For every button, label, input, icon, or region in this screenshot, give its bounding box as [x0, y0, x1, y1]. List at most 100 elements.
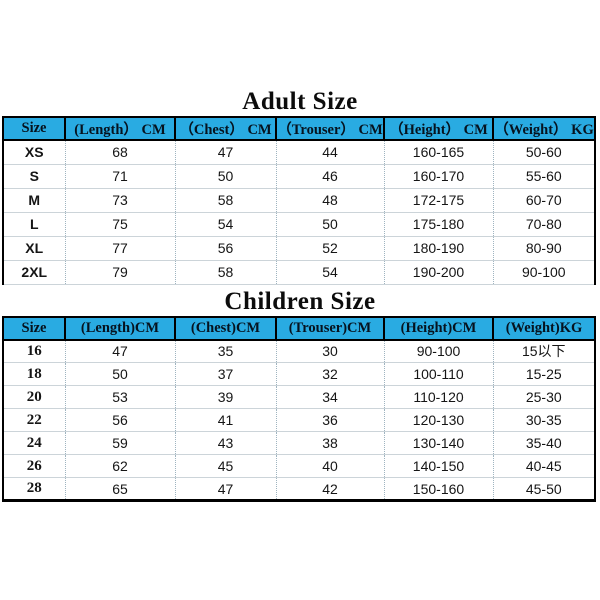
table-cell: 30	[276, 339, 385, 363]
table-cell: 80-90	[493, 236, 595, 261]
table-cell: 59	[65, 431, 176, 455]
table-cell: 50	[175, 164, 277, 189]
size-cell: 24	[3, 431, 66, 455]
children-size-table: Size (Length)CM (Chest)CM (Trouser)CM (H…	[2, 315, 596, 502]
table-row: S 71 50 46 160-170 55-60	[3, 164, 595, 189]
children-header-row: Size (Length)CM (Chest)CM (Trouser)CM (H…	[2, 315, 596, 341]
adult-header-row: Size (Length） CM （Chest） CM （Trouser） CM…	[2, 116, 596, 141]
size-cell: 18	[3, 362, 66, 386]
table-cell: 150-160	[384, 477, 494, 501]
adult-column-header-chest: （Chest） CM	[174, 116, 277, 141]
table-cell: 30-35	[493, 408, 595, 432]
table-row: M 73 58 48 172-175 60-70	[3, 188, 595, 213]
adult-column-header-weight: （Weight） KG	[492, 116, 596, 141]
table-cell: 68	[65, 140, 176, 165]
table-row: XL 77 56 52 180-190 80-90	[3, 236, 595, 261]
table-cell: 56	[65, 408, 176, 432]
table-cell: 43	[175, 431, 277, 455]
table-cell: 34	[276, 385, 385, 409]
table-cell: 15-25	[493, 362, 595, 386]
table-cell: 41	[175, 408, 277, 432]
table-cell: 48	[276, 188, 385, 213]
size-cell: S	[3, 164, 66, 189]
table-cell: 56	[175, 236, 277, 261]
table-cell: 190-200	[384, 260, 494, 285]
table-cell: 36	[276, 408, 385, 432]
table-cell: 100-110	[384, 362, 494, 386]
table-cell: 160-170	[384, 164, 494, 189]
table-cell: 160-165	[384, 140, 494, 165]
table-cell: 180-190	[384, 236, 494, 261]
children-column-header-length: (Length)CM	[64, 315, 176, 341]
table-cell: 58	[175, 188, 277, 213]
table-cell: 90-100	[384, 339, 494, 363]
adult-column-header-length: (Length） CM	[64, 116, 176, 141]
table-cell: 140-150	[384, 454, 494, 478]
table-cell: 50	[65, 362, 176, 386]
table-cell: 39	[175, 385, 277, 409]
table-row: 26 62 45 40 140-150 40-45	[3, 454, 595, 478]
children-column-header-weight: (Weight)KG	[492, 315, 596, 341]
table-cell: 110-120	[384, 385, 494, 409]
children-column-header-height: (Height)CM	[383, 315, 494, 341]
table-cell: 44	[276, 140, 385, 165]
table-cell: 35	[175, 339, 277, 363]
children-size-title: Children Size	[224, 287, 376, 315]
table-row: 20 53 39 34 110-120 25-30	[3, 385, 595, 409]
adult-column-header-size: Size	[2, 116, 66, 141]
adult-size-title: Adult Size	[242, 88, 358, 115]
table-cell: 45	[175, 454, 277, 478]
table-cell: 50	[276, 212, 385, 237]
table-row: 22 56 41 36 120-130 30-35	[3, 408, 595, 432]
table-cell: 90-100	[493, 260, 595, 285]
table-cell: 32	[276, 362, 385, 386]
table-row: 2XL 79 58 54 190-200 90-100	[3, 260, 595, 285]
children-column-header-size: Size	[2, 315, 66, 341]
size-cell: 2XL	[3, 260, 66, 285]
table-cell: 47	[175, 477, 277, 501]
size-cell: 16	[3, 339, 66, 363]
table-cell: 25-30	[493, 385, 595, 409]
table-cell: 60-70	[493, 188, 595, 213]
table-cell: 77	[65, 236, 176, 261]
table-row: 24 59 43 38 130-140 35-40	[3, 431, 595, 455]
table-cell: 55-60	[493, 164, 595, 189]
table-cell: 15以下	[493, 339, 595, 363]
table-cell: 58	[175, 260, 277, 285]
size-cell: XS	[3, 140, 66, 165]
table-cell: 175-180	[384, 212, 494, 237]
size-cell: 22	[3, 408, 66, 432]
table-cell: 62	[65, 454, 176, 478]
table-cell: 40	[276, 454, 385, 478]
table-cell: 70-80	[493, 212, 595, 237]
adult-column-header-height: （Height） CM	[383, 116, 494, 141]
adult-size-table: Size (Length） CM （Chest） CM （Trouser） CM…	[2, 116, 596, 285]
table-cell: 47	[175, 140, 277, 165]
children-column-header-chest: (Chest)CM	[174, 315, 277, 341]
size-cell: 28	[3, 477, 66, 501]
size-cell: M	[3, 188, 66, 213]
size-cell: 20	[3, 385, 66, 409]
table-cell: 65	[65, 477, 176, 501]
table-cell: 45-50	[493, 477, 595, 501]
table-cell: 38	[276, 431, 385, 455]
table-cell: 40-45	[493, 454, 595, 478]
table-cell: 54	[175, 212, 277, 237]
table-cell: 35-40	[493, 431, 595, 455]
table-row: 16 47 35 30 90-100 15以下	[3, 339, 595, 363]
table-cell: 53	[65, 385, 176, 409]
size-cell: L	[3, 212, 66, 237]
table-cell: 54	[276, 260, 385, 285]
table-cell: 42	[276, 477, 385, 501]
table-cell: 172-175	[384, 188, 494, 213]
size-cell: XL	[3, 236, 66, 261]
table-row: L 75 54 50 175-180 70-80	[3, 212, 595, 237]
table-cell: 47	[65, 339, 176, 363]
size-cell: 26	[3, 454, 66, 478]
table-cell: 37	[175, 362, 277, 386]
table-cell: 79	[65, 260, 176, 285]
table-cell: 75	[65, 212, 176, 237]
table-cell: 46	[276, 164, 385, 189]
table-cell: 73	[65, 188, 176, 213]
table-cell: 130-140	[384, 431, 494, 455]
